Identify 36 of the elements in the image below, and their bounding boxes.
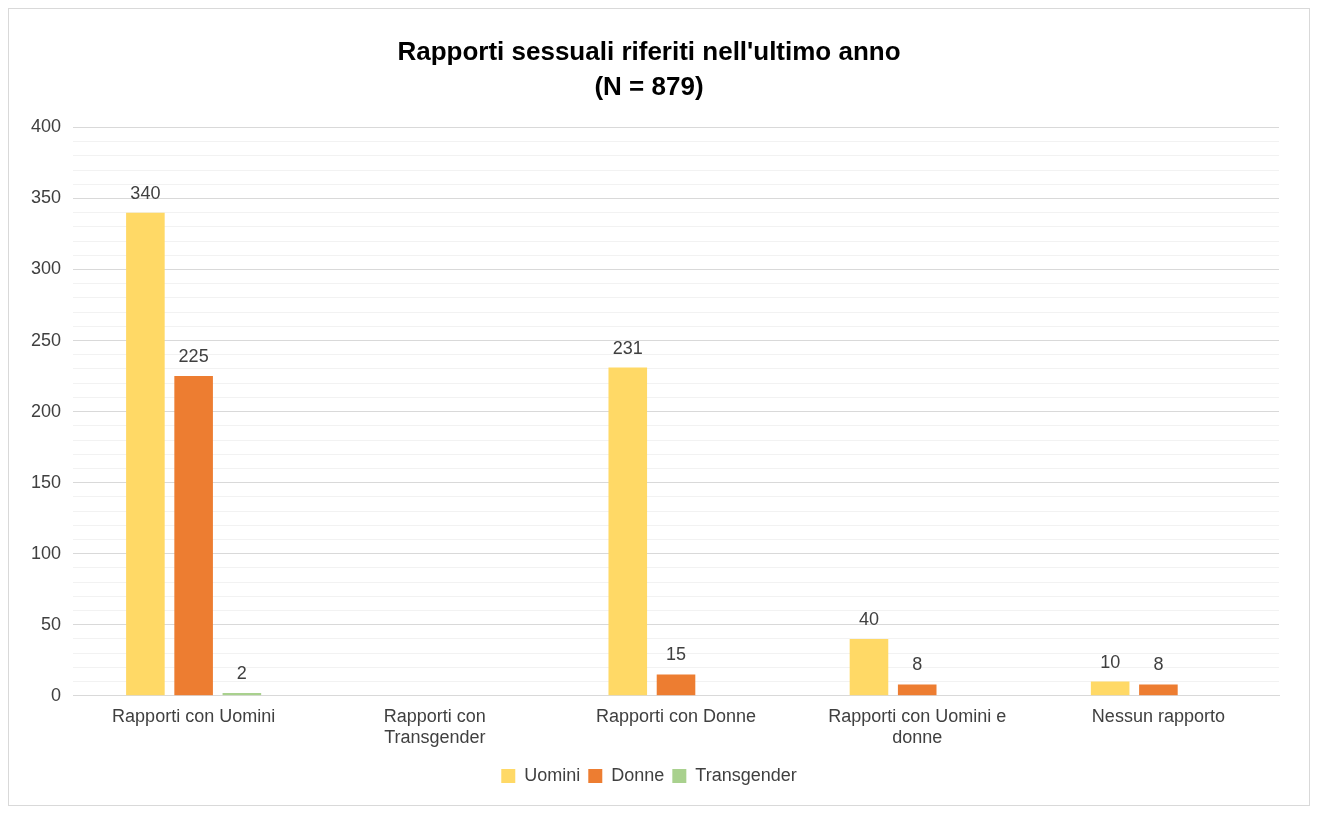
legend-label: Uomini [524,764,581,785]
data-label: 40 [858,608,879,629]
data-label: 10 [1100,651,1121,672]
x-tick-label: Rapporti con Transgender [383,705,486,748]
x-tick-label: Rapporti con Donne [595,705,757,726]
bar [656,674,696,696]
bar [608,367,648,696]
y-tick-label: 50 [41,613,62,634]
data-label: 340 [130,182,161,203]
data-label: 8 [1153,654,1164,675]
data-label: 8 [912,654,923,675]
x-tick-label: Rapporti con Uomini [112,705,276,726]
legend-label: Donne [611,764,665,785]
data-label: 231 [612,337,643,358]
y-tick-label: 400 [30,116,62,137]
bar [1139,684,1178,696]
bar [897,684,937,696]
legend-label: Transgender [695,764,797,785]
y-tick-label: 250 [30,329,62,350]
data-label: 15 [666,644,687,665]
y-tick-label: 200 [30,400,62,421]
chart-subtitle: (N = 879) [594,70,704,101]
chart-title: Rapporti sessuali riferiti nell'ultimo anno [397,35,901,66]
data-label: 225 [178,346,209,367]
x-tick-label: Nessun rapporto [1091,705,1225,726]
y-tick-label: 100 [30,542,62,563]
bar [1090,681,1130,696]
data-label: 2 [236,662,247,683]
y-tick-label: 150 [30,471,62,492]
y-tick-label: 0 [51,684,62,705]
bar [126,212,165,696]
y-tick-label: 350 [30,187,62,208]
y-tick-label: 300 [30,258,62,279]
x-tick-label: Rapporti con Uomini e donne [828,705,1007,748]
bar [849,638,889,696]
bar [174,376,213,696]
